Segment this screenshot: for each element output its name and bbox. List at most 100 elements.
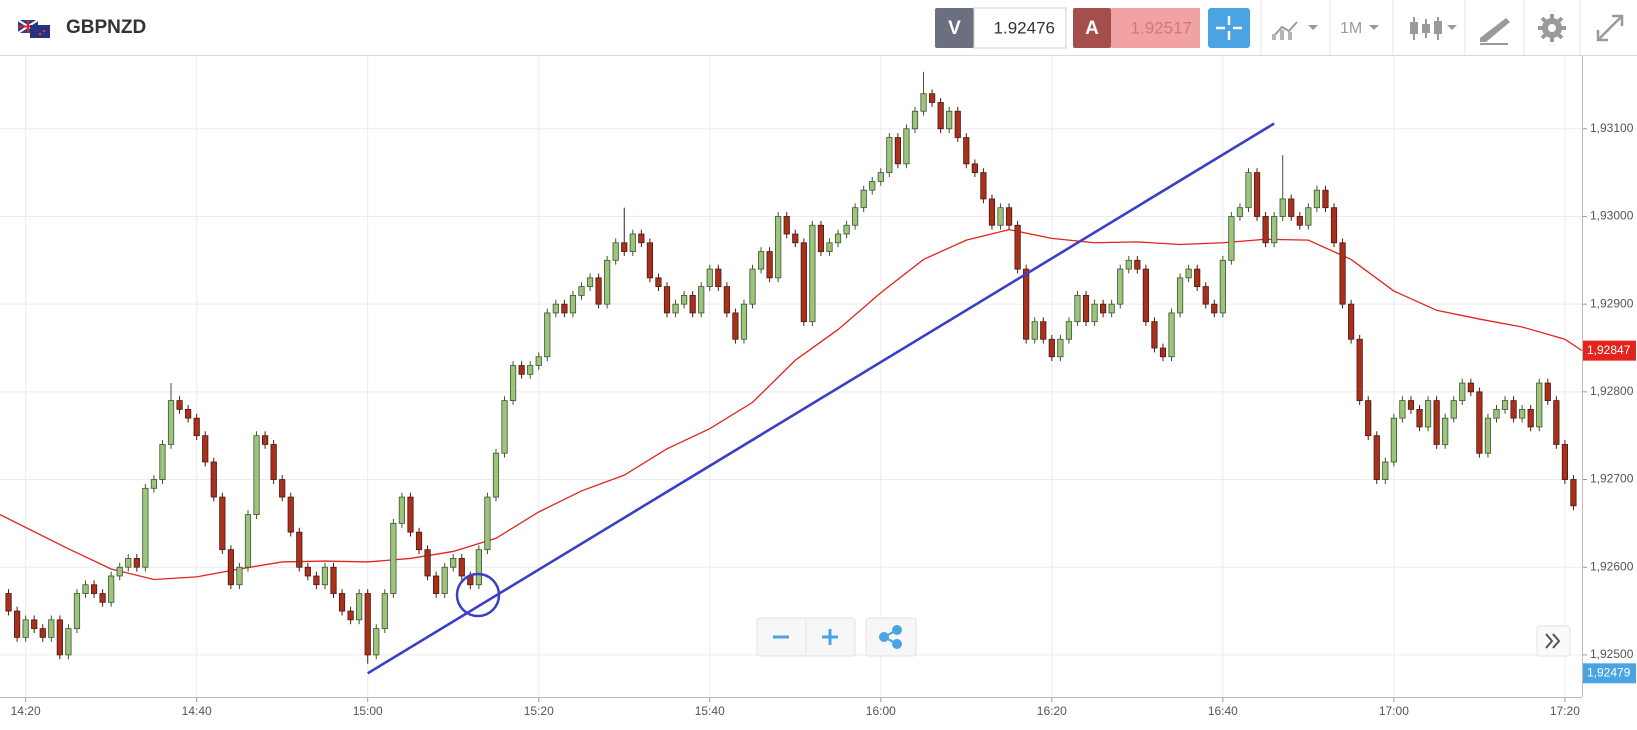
candle-body (492, 452, 500, 498)
candle-body (1450, 400, 1457, 419)
candle-body (415, 531, 423, 551)
x-tick-label: 17:00 (1379, 704, 1409, 718)
fullscreen-icon[interactable] (1596, 14, 1624, 42)
candle-body (877, 172, 884, 182)
candle-body (1271, 216, 1278, 244)
candle-body (894, 137, 901, 165)
candle-body (963, 137, 970, 165)
candle-body (1459, 382, 1466, 402)
candle-body (1023, 268, 1030, 340)
candle-type-icon[interactable] (1410, 17, 1457, 40)
candle-body (116, 566, 123, 577)
draw-icon[interactable] (1480, 18, 1510, 45)
candle-body (5, 593, 12, 612)
toolbar: GBPNZD V 1.92476 A 1.92517 1M (0, 0, 1637, 56)
candle-body (1253, 172, 1261, 217)
sell-label[interactable]: V (948, 18, 961, 39)
candle-body (1322, 189, 1329, 209)
chart-type-icon[interactable] (1272, 21, 1318, 40)
timeframe-arrow[interactable] (1369, 25, 1379, 30)
zoom-in[interactable] (822, 629, 838, 645)
buy-button[interactable] (1073, 8, 1111, 48)
candle-body (1339, 242, 1346, 305)
candle-body (1100, 303, 1107, 314)
x-tick-label: 14:40 (182, 704, 212, 718)
candle-body (612, 242, 619, 261)
candle-body (886, 137, 893, 174)
candle-body (698, 286, 705, 314)
candle-body (1442, 417, 1449, 445)
plot-area: 1,92500 1,92600 1,92700 1,92800 1,92900 1,930… (0, 56, 1636, 718)
candle-body (937, 102, 944, 130)
candle-body (424, 549, 431, 577)
candle-body (1399, 400, 1406, 419)
candle-body (655, 277, 662, 288)
candle-body (723, 286, 730, 314)
candle-body (159, 444, 166, 480)
crosshair-button[interactable] (1208, 8, 1250, 48)
candle-body (1134, 259, 1141, 270)
bid-box[interactable] (973, 7, 1067, 49)
candle-body (185, 408, 192, 419)
candle-body (253, 435, 260, 516)
candle-body (501, 400, 508, 454)
candle-body (689, 294, 696, 314)
candle-body (672, 303, 679, 314)
share-button[interactable] (865, 617, 917, 657)
candle-body (330, 566, 337, 594)
candle-body (1245, 172, 1252, 209)
candle-body (56, 619, 63, 656)
candle-body (946, 110, 953, 130)
scroll-end-button[interactable] (1536, 625, 1571, 657)
highlight-circle (455, 572, 501, 618)
timeframe[interactable]: 1M (1340, 20, 1362, 37)
candle-body (1219, 259, 1226, 314)
bid-price[interactable]: 1.92476 (994, 18, 1055, 37)
candle-body (338, 593, 346, 612)
scroll-end-icon[interactable] (1545, 633, 1561, 649)
y-tick-label: 1,92900 (1590, 296, 1634, 310)
candle-body (244, 514, 252, 568)
share-icon[interactable] (879, 625, 902, 649)
candle-body (1510, 400, 1517, 419)
candle-body (817, 224, 825, 252)
sell-button[interactable] (935, 8, 974, 48)
candle-body (1125, 259, 1132, 270)
candle-body (1501, 400, 1509, 410)
candle-body (757, 251, 765, 270)
x-tick-label: 16:20 (1037, 704, 1067, 718)
candle-body (304, 566, 311, 577)
flag-icon (17, 19, 50, 38)
candle-body (518, 365, 525, 375)
candle-body (73, 593, 81, 630)
candle-body (287, 496, 294, 533)
candle-body (629, 233, 636, 252)
candle-body (347, 610, 354, 621)
candle-body (740, 303, 748, 340)
settings-icon[interactable] (1538, 14, 1566, 42)
candle-body (398, 496, 406, 524)
candle-body (834, 233, 842, 244)
candle-body (1005, 207, 1013, 226)
ask-box[interactable] (1111, 8, 1200, 48)
ma-price-tag-label: 1,92847 (1587, 343, 1631, 357)
candle-body (903, 128, 910, 165)
candle-body (1194, 268, 1201, 288)
symbol: GBPNZD (66, 17, 146, 38)
candle-body (852, 207, 859, 226)
buy-label[interactable]: A (1085, 18, 1099, 39)
candle-body (1365, 400, 1372, 437)
ask-price[interactable]: 1.92517 (1131, 18, 1192, 37)
candle-body (1159, 347, 1167, 358)
candle-body (604, 259, 611, 305)
candle-body (621, 242, 628, 252)
candle-body (356, 593, 363, 621)
candle-body (646, 242, 654, 279)
candle-body (219, 496, 226, 551)
candle-body (1031, 321, 1038, 340)
candle-body (766, 251, 773, 279)
candle-body (39, 628, 46, 638)
candle-body (826, 242, 833, 252)
candle-body (715, 268, 722, 288)
